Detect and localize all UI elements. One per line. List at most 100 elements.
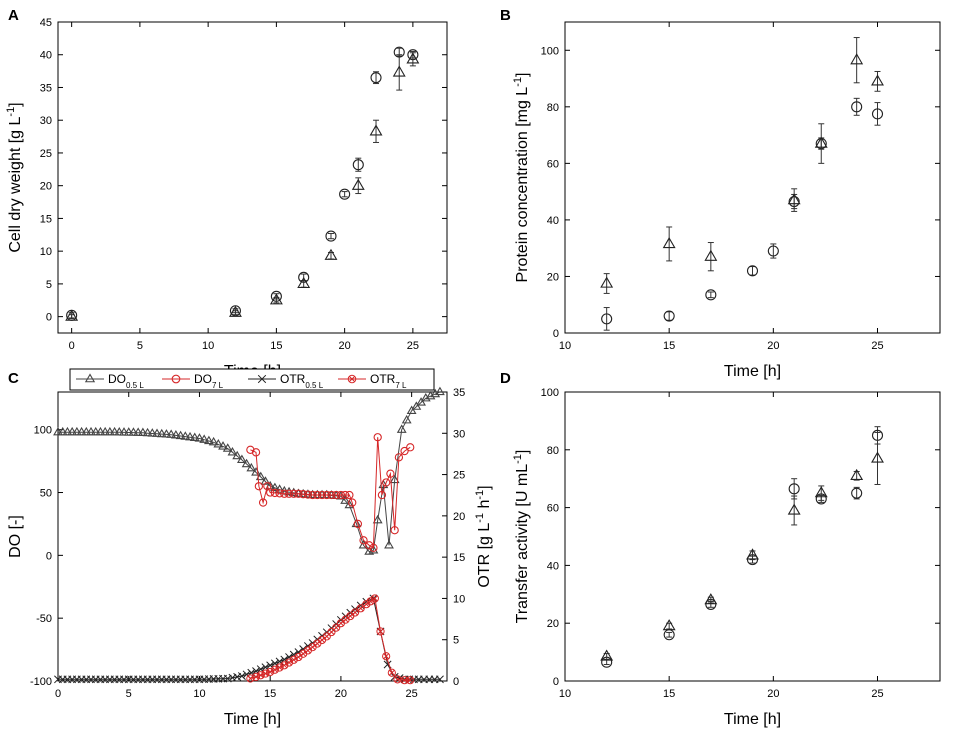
triangle-marker [65, 309, 79, 321]
circle-marker [251, 448, 261, 457]
triangle-marker [170, 430, 181, 439]
x-circle-cross [272, 666, 278, 673]
triangle-marker [246, 462, 257, 472]
circle-marker [313, 490, 322, 500]
circle-marker [322, 490, 331, 500]
triangle-marker [324, 248, 338, 260]
panel-B: B 10 15 20 25 0 20 40 60 80 100 Time [h] Protein con… [500, 7, 941, 380]
y2-tick-label: 0 [453, 676, 459, 688]
series-7-L [601, 426, 884, 668]
triangle-marker [227, 446, 238, 456]
triangle-marker [317, 489, 327, 499]
circle-marker [370, 72, 382, 84]
label-part: -1 [474, 490, 486, 500]
triangle-marker [128, 427, 139, 436]
x-circle-marker [270, 665, 279, 674]
triangle-marker [260, 476, 271, 485]
triangle-marker [298, 488, 309, 498]
circle-marker [254, 482, 264, 491]
error-bar [791, 188, 798, 212]
y2-tick-label: 35 [453, 387, 465, 399]
label-part: -1 [512, 454, 524, 464]
y-axis-title: Cell dry weight [g L-1] [5, 102, 24, 252]
triangle-marker [787, 503, 801, 515]
triangle-marker [704, 593, 718, 605]
circle-marker [294, 489, 303, 498]
y-tick-label: 40 [547, 560, 559, 572]
circle-marker [266, 488, 275, 497]
y-tick-label: 60 [547, 158, 559, 170]
legend-subscript: 7 L [212, 381, 224, 390]
y-tick-label: 100 [541, 45, 559, 57]
circle-marker [325, 230, 337, 242]
x-tick-label: 10 [559, 688, 571, 700]
y-tick-label: 10 [40, 246, 52, 258]
x-marker [275, 657, 284, 666]
x-circle-marker [382, 652, 391, 661]
circle-marker [303, 490, 313, 499]
error-bar [373, 71, 380, 85]
x-circle-cross [367, 598, 374, 605]
triangle-marker [133, 427, 144, 436]
x-axis-title: Time [h] [724, 363, 781, 380]
y2-tick-label: 20 [453, 511, 465, 523]
label-part: Protein concentration [mg L [514, 87, 531, 283]
error-bar [396, 54, 403, 91]
x-tick-label: 15 [270, 340, 282, 352]
circle-marker [377, 490, 387, 500]
x-marker [435, 675, 444, 684]
y-tick-label: 80 [547, 102, 559, 114]
x-tick-label: 0 [69, 340, 75, 352]
label-part: h [476, 500, 493, 513]
circle-marker [359, 536, 368, 545]
triangle-marker [199, 434, 210, 443]
x-circle-cross [388, 669, 395, 676]
triangle-marker [114, 426, 125, 436]
y-tick-label: 0 [553, 676, 559, 688]
triangle-marker [406, 52, 420, 64]
circle-marker [406, 443, 415, 452]
x-circle-cross [377, 628, 384, 635]
x-marker [237, 672, 246, 680]
series-line [58, 391, 441, 553]
triangle-marker [100, 426, 111, 436]
panel-label: D [500, 370, 511, 387]
triangle-marker [109, 426, 120, 436]
label-part: ] [7, 102, 24, 106]
error-bar [666, 631, 673, 638]
x-circle-marker [356, 604, 365, 613]
label-part: -1 [474, 513, 486, 523]
x-axis-title: Time [h] [224, 711, 281, 728]
legend-name: DO [194, 372, 212, 386]
x-circle-marker [362, 600, 371, 609]
x-tick-label: 10 [193, 688, 205, 700]
triangle-marker [302, 489, 313, 498]
x-tick-label: 10 [559, 340, 571, 352]
error-bar [666, 311, 673, 321]
x-marker [257, 374, 267, 384]
x-circle-cross [401, 677, 408, 684]
x-circle-marker [366, 597, 375, 606]
y2-tick-label: 25 [453, 470, 465, 482]
x-circle-marker [332, 623, 341, 632]
circle-marker [317, 490, 327, 500]
triangle-marker [396, 424, 407, 433]
y-tick-label: 60 [547, 503, 559, 515]
y-axis-title: DO [-] [7, 515, 24, 558]
circle-marker [284, 489, 294, 498]
error-bar [853, 37, 860, 84]
triangle-marker [871, 451, 884, 463]
triangle-marker [104, 426, 115, 436]
label-part: ] [514, 450, 531, 454]
series-OTR-0.5-L [54, 594, 444, 684]
triangle-marker [203, 435, 214, 445]
x-circle-marker [322, 632, 331, 641]
x-marker [223, 674, 232, 683]
x-circle-marker [280, 661, 289, 670]
error-bar [874, 102, 881, 126]
circle-marker [767, 245, 779, 257]
x-circle-cross [352, 609, 358, 616]
legend-item: DO7 L [162, 372, 224, 390]
triangle-marker [411, 401, 422, 410]
